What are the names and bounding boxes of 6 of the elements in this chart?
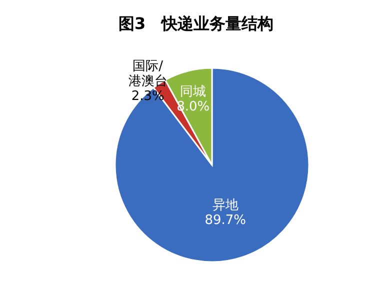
data-label: 89.7% [204, 212, 246, 228]
data-label: 2.3% [131, 88, 164, 104]
chart-title: 图3 快递业务量结构 [118, 14, 274, 33]
slice-label: 异地 [212, 198, 238, 213]
slice-label: 国际/ 港澳台 [128, 58, 168, 89]
slice-label: 同城 [180, 84, 206, 100]
